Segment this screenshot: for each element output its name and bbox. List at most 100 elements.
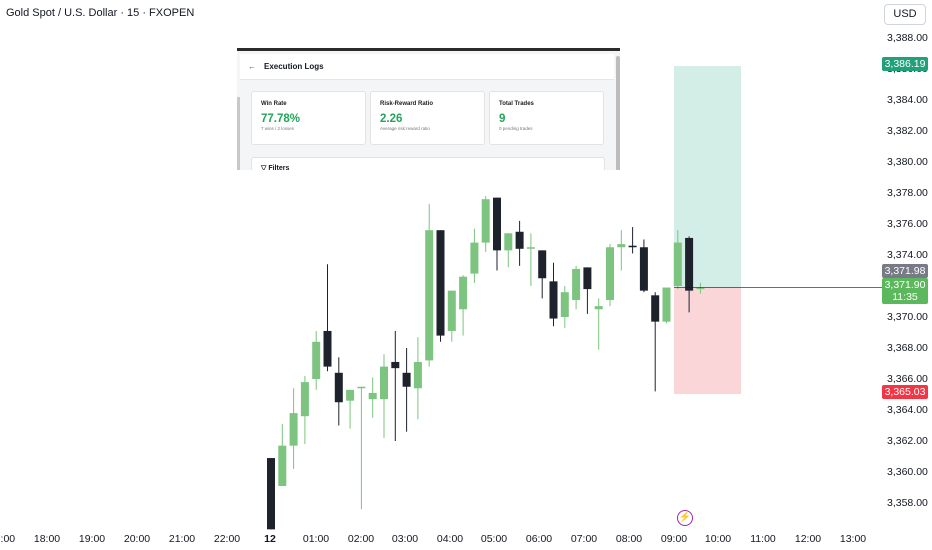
time-tick-label: 18:00 (33, 533, 61, 545)
price-tick-label: 3,358.00 (887, 497, 928, 509)
candle-body (459, 276, 468, 310)
candle-body (436, 230, 445, 336)
time-tick-label: 21:00 (168, 533, 196, 545)
candle-body (639, 247, 648, 291)
execution-logs-panel: ← Execution Logs Win Rate 77.78% 7 wins /… (237, 48, 620, 170)
candle-body (413, 361, 422, 389)
back-arrow-icon[interactable]: ← (248, 62, 256, 71)
candle-body (515, 231, 524, 249)
current-price-badge: 3,371.90 11:35 (882, 278, 928, 304)
price-tick-label: 3,382.00 (887, 125, 928, 137)
candle-body (594, 306, 603, 310)
symbol-title[interactable]: Gold Spot / U.S. Dollar · 15 · FXOPEN (6, 7, 195, 19)
price-tick-label: 3,370.00 (887, 311, 928, 323)
win-rate-sub: 7 wins / 2 losses (261, 126, 295, 131)
candle-body (447, 290, 456, 331)
time-tick-label: 05:00 (480, 533, 508, 545)
price-tick-label: 3,366.00 (887, 373, 928, 385)
time-tick-label: 19:00 (78, 533, 106, 545)
time-tick-label: 12:00 (794, 533, 822, 545)
candle-body (380, 366, 388, 400)
time-tick-label: 10:00 (704, 533, 732, 545)
candle-body (470, 242, 479, 274)
candle-body (504, 233, 513, 251)
candle-body (289, 413, 298, 446)
price-tick-label: 3,360.00 (887, 466, 928, 478)
time-tick-label: 12 (264, 533, 276, 545)
time-tick-label: 02:00 (347, 533, 375, 545)
time-tick-label: 09:00 (660, 533, 688, 545)
candle-body (368, 392, 377, 400)
time-tick-label: 22:00 (213, 533, 241, 545)
candle-body (538, 250, 547, 279)
candle-body (662, 287, 671, 322)
time-tick-label: 13:00 (839, 533, 867, 545)
candle-body (617, 244, 626, 248)
panel-scrollbar[interactable] (616, 56, 620, 170)
time-tick-label: 01:00 (302, 533, 330, 545)
candle-body (606, 247, 614, 300)
candle-body (402, 372, 411, 387)
lightning-icon[interactable]: ⚡ (677, 510, 693, 526)
price-tick-label: 3,368.00 (887, 342, 928, 354)
candle-body (696, 287, 705, 290)
candle-body (549, 281, 558, 319)
panel-left-bar (237, 97, 240, 170)
risk-reward-value: 2.26 (380, 113, 403, 125)
candle-body (267, 458, 275, 530)
candle-body (673, 242, 682, 286)
target-price-badge: 3,386.19 (882, 57, 928, 71)
candle-body (346, 389, 355, 401)
price-tick-label: 3,388.00 (887, 32, 928, 44)
price-tick-label: 3,374.00 (887, 249, 928, 261)
candle-body (572, 268, 581, 300)
candle-body (560, 292, 569, 317)
candle-body (651, 295, 660, 322)
candle-body (583, 267, 592, 290)
price-tick-label: 3,378.00 (887, 187, 928, 199)
total-trades-sub: 0 pending trades (499, 126, 533, 131)
last-close-badge: 3,371.98 (882, 264, 928, 278)
candle-body (481, 199, 490, 243)
price-tick-label: 3,380.00 (887, 156, 928, 168)
candle-body (628, 245, 637, 248)
candle-body (323, 330, 332, 367)
candle-body (685, 237, 694, 291)
time-tick-label: 17:00 (0, 533, 16, 545)
current-price-value: 3,371.90 (884, 279, 926, 291)
time-tick-label: 20:00 (123, 533, 151, 545)
time-tick-label: 04:00 (436, 533, 464, 545)
total-trades-label: Total Trades (499, 101, 534, 107)
candle-body (493, 197, 501, 251)
time-tick-label: 07:00 (570, 533, 598, 545)
candle-body (300, 382, 309, 417)
price-tick-label: 3,364.00 (887, 404, 928, 416)
execution-logs-title: Execution Logs (264, 62, 324, 71)
candle-body (312, 341, 321, 379)
execution-logs-header: ← Execution Logs (240, 54, 614, 80)
risk-reward-label: Risk-Reward Ratio (380, 101, 434, 107)
target-zone (674, 66, 741, 288)
total-trades-value: 9 (499, 113, 506, 125)
win-rate-value: 77.78% (261, 113, 301, 125)
stop-price-badge: 3,365.03 (882, 385, 928, 399)
candle-body (391, 361, 400, 369)
win-rate-card: Win Rate 77.78% 7 wins / 2 losses (251, 91, 366, 145)
filters-toggle[interactable]: ▽ Filters (251, 157, 605, 170)
price-tick-label: 3,362.00 (887, 435, 928, 447)
countdown-timer: 11:35 (892, 291, 918, 303)
total-trades-card: Total Trades 9 0 pending trades (489, 91, 604, 145)
time-tick-label: 03:00 (391, 533, 419, 545)
risk-reward-sub: Average risk:reward ratio (380, 126, 430, 131)
candle-body (526, 247, 535, 249)
risk-reward-card: Risk-Reward Ratio 2.26 Average risk:rewa… (370, 91, 485, 145)
candle-body (334, 372, 343, 403)
stop-zone (674, 287, 741, 395)
currency-button[interactable]: USD (884, 4, 926, 25)
price-tick-label: 3,376.00 (887, 218, 928, 230)
time-tick-label: 08:00 (615, 533, 643, 545)
win-rate-label: Win Rate (261, 101, 287, 107)
time-tick-label: 11:00 (750, 533, 776, 545)
candle-body (278, 445, 287, 486)
